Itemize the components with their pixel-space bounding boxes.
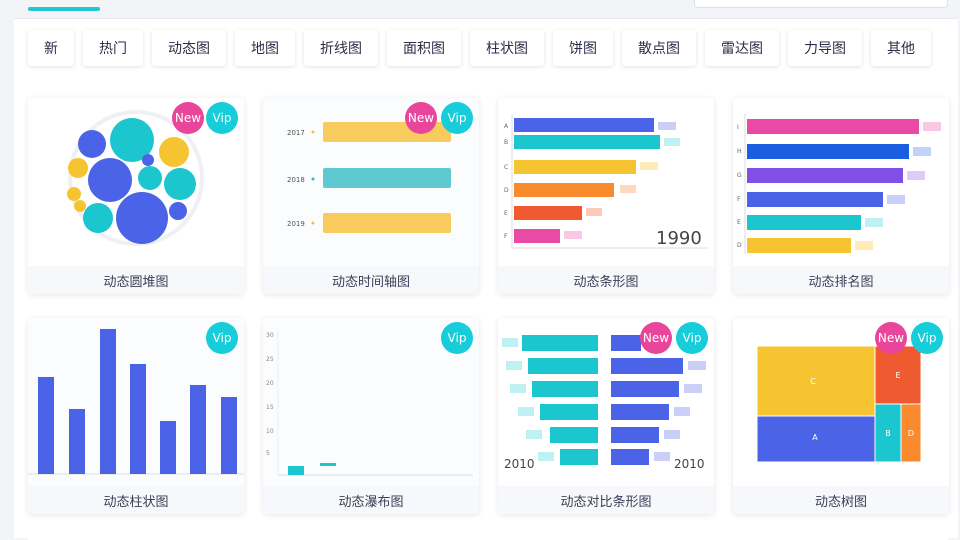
svg-text:20: 20 <box>266 380 274 387</box>
svg-text:H: H <box>737 148 742 155</box>
year-right: 2010 <box>674 457 705 471</box>
new-badge: New <box>405 102 437 134</box>
svg-text:B: B <box>885 429 891 438</box>
svg-text:30: 30 <box>266 332 274 339</box>
tab-line[interactable]: 折线图 <box>304 30 378 66</box>
chart-card-column[interactable]: Vip 动态柱状图 <box>28 318 244 514</box>
tab-hot[interactable]: 热门 <box>83 30 143 66</box>
chart-card-bar-race[interactable]: A B C D E F 1990 动态条形图 <box>498 98 714 294</box>
card-title: 动态圆堆图 <box>28 266 244 294</box>
tab-other[interactable]: 其他 <box>871 30 931 66</box>
svg-text:F: F <box>737 196 741 203</box>
svg-text:G: G <box>737 172 742 179</box>
tab-bar[interactable]: 柱状图 <box>470 30 544 66</box>
chart-card-compare[interactable]: 2010 2010 New Vip 动态对比条形图 <box>498 318 714 514</box>
card-title: 动态排名图 <box>733 266 949 294</box>
vip-badge: Vip <box>206 102 238 134</box>
tab-force[interactable]: 力导图 <box>788 30 862 66</box>
top-bar <box>0 0 960 14</box>
tab-pie[interactable]: 饼图 <box>553 30 613 66</box>
tab-radar[interactable]: 雷达图 <box>705 30 779 66</box>
card-title: 动态对比条形图 <box>498 486 714 514</box>
svg-text:E: E <box>895 371 900 380</box>
card-title: 动态条形图 <box>498 266 714 294</box>
chart-card-timeline[interactable]: 2017 2018 2019 New Vip 动态时间轴图 <box>263 98 479 294</box>
svg-text:10: 10 <box>266 428 274 435</box>
card-title: 动态瀑布图 <box>263 486 479 514</box>
svg-text:I: I <box>737 124 739 131</box>
svg-text:D: D <box>504 187 509 194</box>
year-display: 1990 <box>656 228 702 249</box>
svg-text:A: A <box>812 433 818 442</box>
search-input[interactable] <box>694 0 948 8</box>
svg-text:E: E <box>737 219 741 226</box>
vip-badge: Vip <box>441 322 473 354</box>
vip-badge: Vip <box>206 322 238 354</box>
new-badge: New <box>875 322 907 354</box>
svg-text:5: 5 <box>266 450 270 457</box>
chart-card-circle-pack[interactable]: New Vip 动态圆堆图 <box>28 98 244 294</box>
bar-race-thumbnail: A B C D E F 1990 <box>504 114 708 249</box>
svg-text:B: B <box>504 139 508 146</box>
tab-dynamic[interactable]: 动态图 <box>152 30 226 66</box>
card-title: 动态柱状图 <box>28 486 244 514</box>
ranking-thumbnail: I H G F E D <box>737 114 941 254</box>
svg-text:25: 25 <box>266 356 274 363</box>
year-label: 2017 <box>287 129 305 137</box>
year-label: 2019 <box>287 220 305 228</box>
card-title: 动态树图 <box>733 486 949 514</box>
card-title: 动态时间轴图 <box>263 266 479 294</box>
tab-scatter[interactable]: 散点图 <box>622 30 696 66</box>
category-tabs: 新 热门 动态图 地图 折线图 面积图 柱状图 饼图 散点图 雷达图 力导图 其… <box>28 30 931 66</box>
tab-new[interactable]: 新 <box>28 30 74 66</box>
next-row-cards <box>28 524 948 540</box>
new-badge: New <box>172 102 204 134</box>
svg-text:A: A <box>504 123 509 130</box>
active-nav-indicator <box>28 7 100 11</box>
vip-badge: Vip <box>676 322 708 354</box>
treemap-thumbnail: C E A B D <box>756 345 922 463</box>
svg-text:D: D <box>737 242 742 249</box>
new-badge: New <box>640 322 672 354</box>
tab-area[interactable]: 面积图 <box>387 30 461 66</box>
svg-text:D: D <box>908 429 914 438</box>
compare-thumbnail: 2010 2010 <box>502 335 706 471</box>
svg-text:15: 15 <box>266 404 274 411</box>
svg-text:C: C <box>504 164 508 171</box>
column-thumbnail <box>28 318 244 486</box>
tab-map[interactable]: 地图 <box>235 30 295 66</box>
chart-card-ranking[interactable]: I H G F E D 动态排名图 <box>733 98 949 294</box>
year-left: 2010 <box>504 457 535 471</box>
chart-card-waterfall[interactable]: 30 25 20 15 10 5 Vip 动态瀑布图 <box>263 318 479 514</box>
chart-card-treemap[interactable]: C E A B D New Vip 动态树图 <box>733 318 949 514</box>
vip-badge: Vip <box>441 102 473 134</box>
vip-badge: Vip <box>911 322 943 354</box>
svg-text:F: F <box>504 233 508 240</box>
year-label: 2018 <box>287 176 305 184</box>
circle-pack-thumbnail <box>67 110 204 246</box>
svg-text:E: E <box>504 210 508 217</box>
svg-text:C: C <box>810 377 816 386</box>
